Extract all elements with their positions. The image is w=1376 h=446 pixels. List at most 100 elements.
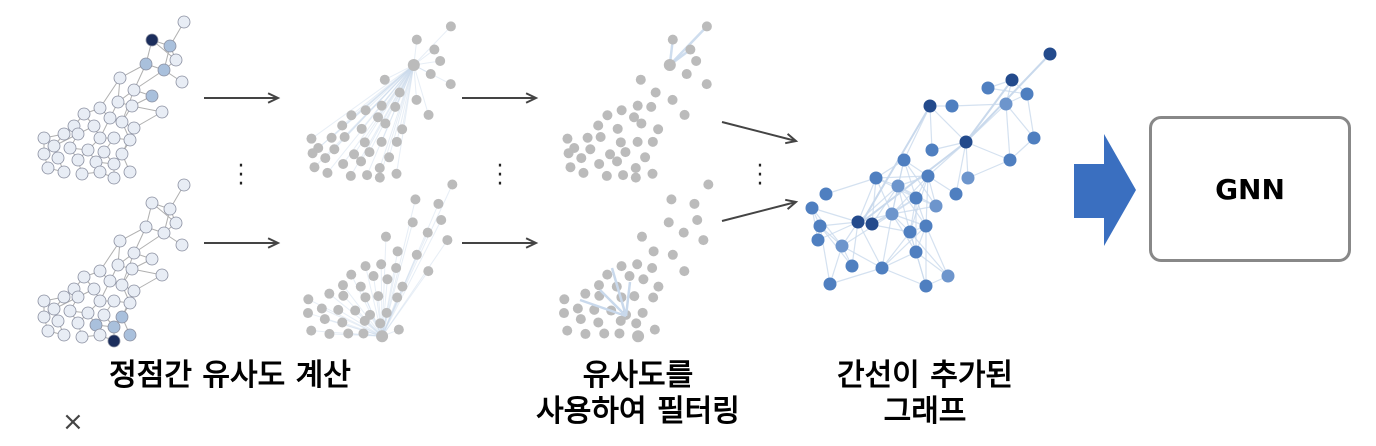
graph-node bbox=[97, 308, 111, 322]
graph-node bbox=[175, 75, 189, 89]
graph-node bbox=[93, 165, 107, 179]
graph-node bbox=[382, 274, 393, 285]
graph-node bbox=[559, 294, 570, 305]
graph-node bbox=[678, 227, 689, 238]
graph-node bbox=[701, 79, 712, 90]
graph-node bbox=[411, 249, 422, 260]
graph-node bbox=[435, 55, 446, 66]
similarity-graph bbox=[558, 179, 714, 343]
graph-node bbox=[394, 87, 405, 98]
graph-edge bbox=[965, 141, 1011, 161]
graph-node bbox=[107, 171, 121, 185]
graph-node bbox=[650, 87, 661, 98]
graph-node bbox=[819, 187, 833, 201]
graph-node bbox=[373, 112, 384, 123]
graph-node bbox=[632, 100, 643, 111]
graph-node bbox=[941, 269, 955, 283]
similarity-edge bbox=[327, 64, 415, 174]
graph-node bbox=[605, 149, 616, 160]
graph-edge bbox=[841, 245, 883, 269]
graph-node bbox=[640, 152, 651, 163]
similarity-edge bbox=[396, 64, 415, 174]
graph-node bbox=[580, 288, 591, 299]
graph-node bbox=[391, 263, 402, 274]
graph-edge bbox=[951, 103, 1007, 107]
graph-node bbox=[360, 105, 371, 116]
graph-node bbox=[115, 310, 129, 324]
graph-node bbox=[630, 163, 641, 174]
graph-node bbox=[356, 123, 367, 134]
similarity-graph bbox=[302, 179, 458, 343]
graph-node bbox=[309, 162, 320, 173]
graph-node bbox=[337, 280, 348, 291]
graph-node bbox=[123, 296, 137, 310]
graph-node bbox=[37, 147, 51, 161]
original-graph bbox=[37, 15, 191, 185]
graph-node bbox=[177, 178, 191, 192]
graph-node bbox=[929, 199, 943, 213]
graph-node bbox=[391, 136, 402, 147]
graph-node bbox=[127, 284, 141, 298]
similarity-edge bbox=[377, 296, 383, 337]
graph-edge bbox=[881, 231, 911, 269]
graph-edge bbox=[1005, 103, 1035, 139]
graph-node bbox=[329, 144, 340, 155]
close-icon[interactable]: × bbox=[62, 407, 84, 437]
graph-node bbox=[368, 271, 379, 282]
graph-node bbox=[921, 169, 935, 183]
graph-node bbox=[349, 149, 360, 160]
similarity-edge bbox=[344, 64, 415, 138]
graph-node bbox=[376, 136, 387, 147]
graph-node bbox=[1003, 153, 1017, 167]
graph-edge bbox=[929, 105, 933, 151]
caption-augmented-graph: 간선이 추가된 그래프 bbox=[800, 358, 1050, 430]
graph-node bbox=[51, 314, 65, 328]
gnn-label: GNN bbox=[1215, 172, 1285, 206]
graph-node bbox=[593, 280, 604, 291]
graph-node bbox=[648, 292, 659, 303]
graph-node bbox=[303, 294, 314, 305]
graph-node bbox=[71, 316, 85, 330]
graph-node bbox=[359, 137, 370, 148]
graph-edge bbox=[861, 141, 967, 223]
graph-edge bbox=[915, 251, 949, 277]
graph-node bbox=[663, 59, 676, 72]
graph-node bbox=[359, 315, 370, 326]
graph-node bbox=[111, 258, 125, 272]
graph-node bbox=[891, 179, 905, 193]
graph-node bbox=[145, 252, 159, 266]
graph-node bbox=[562, 133, 573, 144]
graph-node bbox=[589, 304, 600, 315]
graph-node bbox=[961, 171, 975, 185]
graph-node bbox=[433, 198, 444, 209]
graph-node bbox=[93, 101, 107, 115]
graph-node bbox=[93, 264, 107, 278]
graph-edge bbox=[857, 221, 883, 269]
graph-node bbox=[618, 170, 629, 181]
graph-edge bbox=[891, 175, 929, 215]
arrow-head bbox=[525, 237, 539, 249]
graph-node bbox=[595, 132, 606, 143]
similarity-edge bbox=[381, 184, 453, 337]
graph-node bbox=[425, 69, 436, 80]
graph-node bbox=[813, 219, 827, 233]
similarity-edge bbox=[381, 239, 448, 337]
graph-node bbox=[37, 294, 51, 308]
graph-node bbox=[125, 99, 139, 113]
augmented-graph bbox=[805, 47, 1057, 293]
graph-node bbox=[447, 179, 458, 190]
graph-node bbox=[632, 136, 643, 147]
graph-node bbox=[903, 225, 917, 239]
graph-node bbox=[423, 266, 434, 277]
graph-node bbox=[1005, 73, 1019, 87]
graph-node bbox=[616, 105, 627, 116]
graph-node bbox=[585, 144, 596, 155]
graph-node bbox=[107, 320, 121, 334]
graph-node bbox=[397, 124, 408, 135]
graph-edge bbox=[875, 177, 893, 215]
graph-node bbox=[306, 133, 317, 144]
graph-node bbox=[667, 94, 678, 105]
arrow-head bbox=[267, 92, 281, 104]
graph-edge bbox=[811, 207, 859, 223]
